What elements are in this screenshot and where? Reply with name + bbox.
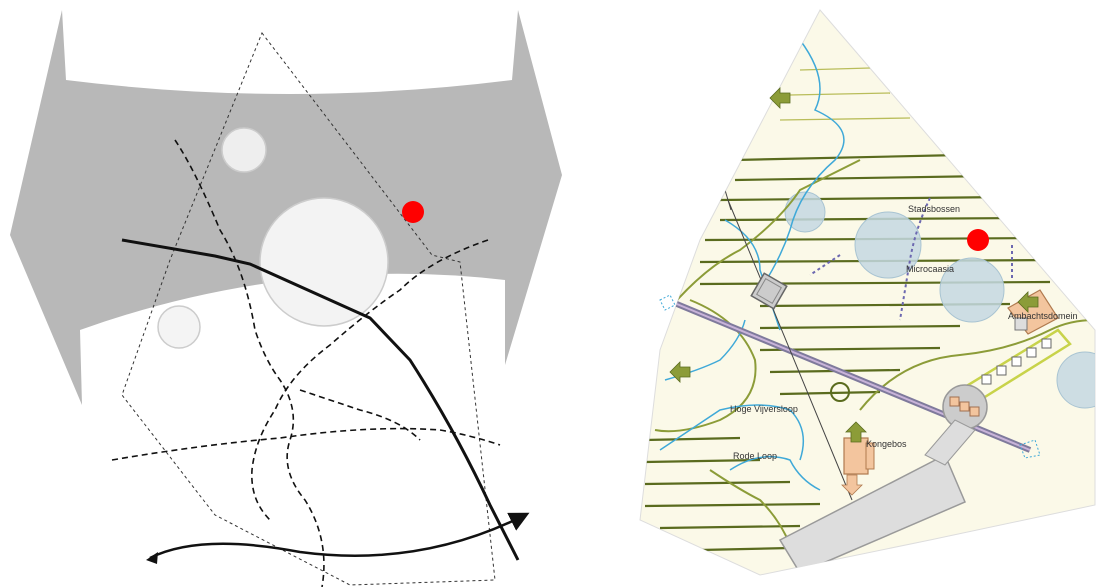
bottom-arc-arrowhead-left — [146, 552, 158, 564]
small-circle-top — [221, 127, 267, 173]
grey-slab-connector — [924, 419, 976, 466]
ponds — [784, 191, 1095, 409]
concept-diagram — [10, 10, 562, 587]
bottom-arc-road — [149, 512, 530, 560]
grey-building — [750, 272, 788, 310]
hollow-circle — [830, 382, 850, 402]
label-rode-loop: Rode Loop — [733, 451, 777, 461]
label-kongebos: Kongebos — [866, 439, 907, 449]
large-circle — [259, 197, 389, 327]
plaza-buildings — [949, 396, 980, 417]
red-marker-right — [967, 229, 989, 251]
label-microcaasia: Microcaasia — [906, 264, 954, 274]
upper-lines — [779, 67, 911, 121]
label-stadsbossen: Stadsbossen — [908, 204, 960, 214]
olive-arrows — [669, 87, 1039, 496]
dashed-outline — [121, 32, 496, 586]
boardwalk-arrow-ends — [659, 294, 1041, 459]
dashed-routes — [111, 139, 501, 587]
parcel-outline — [639, 9, 1096, 576]
label-hoge-vijversloop: Hoge Vijversloop — [730, 404, 798, 414]
orange-building-kongebos — [843, 437, 875, 475]
grey-slab — [778, 453, 966, 574]
red-marker-left — [402, 201, 424, 223]
label-ambachtsdomein: Ambachtsdomein — [1008, 311, 1078, 321]
plan-map: Stadsbossen Microcaasia Ambachtsdomein H… — [639, 9, 1096, 576]
main-road — [121, 238, 520, 561]
small-circle-left — [157, 305, 201, 349]
grey-band — [10, 10, 562, 405]
axis-lines — [724, 189, 853, 501]
dashed-purple-arrows — [809, 197, 1013, 321]
